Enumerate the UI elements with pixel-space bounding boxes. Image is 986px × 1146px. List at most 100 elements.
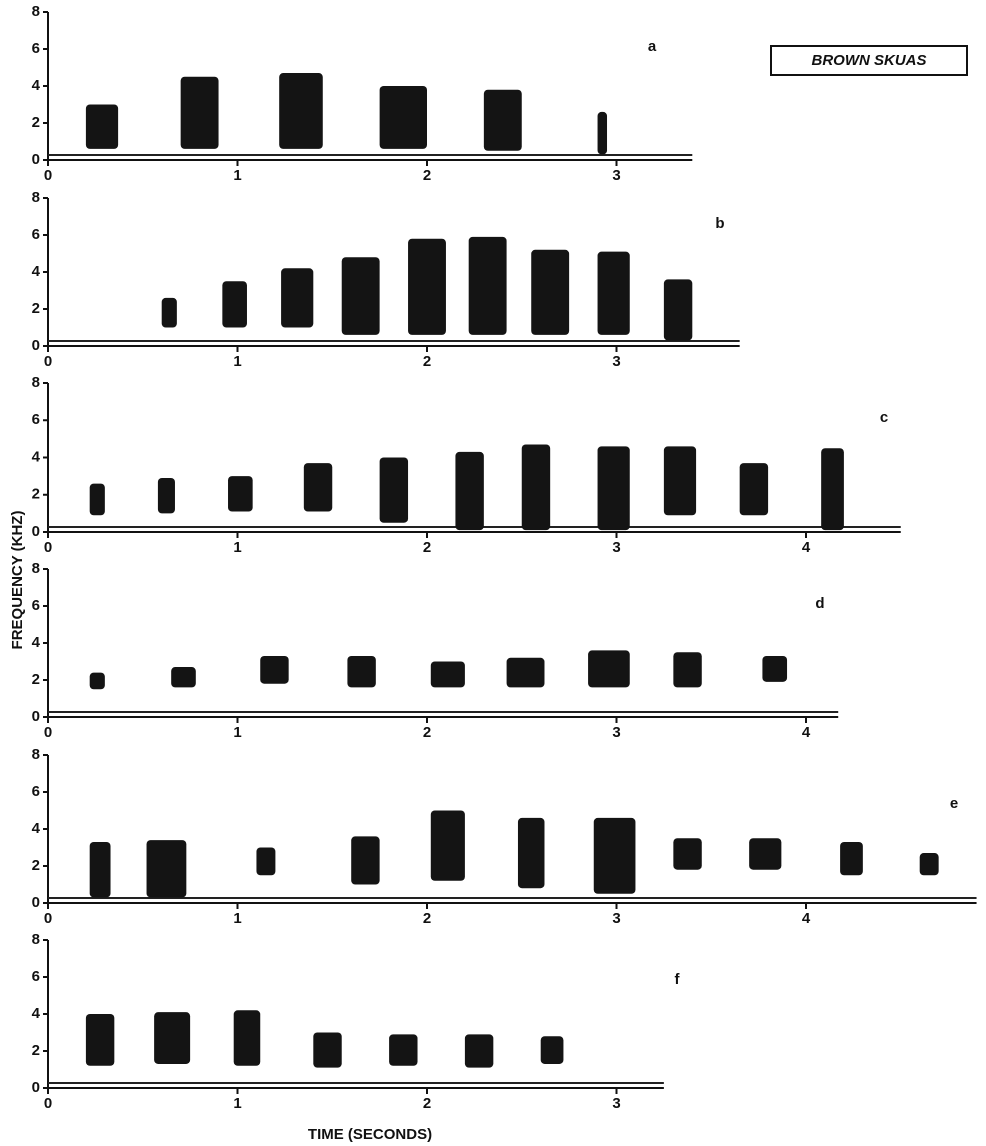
syllable — [304, 463, 332, 511]
syllable — [256, 848, 275, 876]
syllable — [507, 658, 545, 688]
syllable — [598, 252, 630, 335]
syllable — [90, 842, 111, 898]
syllable — [821, 448, 844, 530]
y-tick-label: 2 — [32, 486, 40, 503]
y-tick-label: 0 — [32, 337, 40, 354]
y-tick-label: 2 — [32, 1042, 40, 1059]
y-tick-label: 6 — [32, 40, 40, 57]
y-tick-label: 0 — [32, 523, 40, 540]
y-tick-label: 2 — [32, 114, 40, 131]
syllable — [147, 840, 187, 897]
y-tick-label: 0 — [32, 708, 40, 725]
syllable — [181, 77, 219, 149]
syllable — [531, 250, 569, 335]
syllable — [740, 463, 768, 515]
y-tick-label: 4 — [32, 263, 41, 280]
x-tick-label: 2 — [423, 910, 431, 927]
y-tick-label: 4 — [32, 634, 41, 651]
y-tick-label: 0 — [32, 1079, 40, 1096]
x-tick-label: 3 — [612, 910, 620, 927]
syllable — [279, 73, 323, 149]
x-tick-label: 2 — [423, 724, 431, 741]
x-tick-label: 0 — [44, 353, 52, 370]
syllable — [431, 662, 465, 688]
panel-label: d — [815, 595, 824, 612]
x-tick-label: 2 — [423, 539, 431, 556]
syllable — [522, 444, 550, 530]
syllable — [281, 268, 313, 327]
syllable — [588, 650, 630, 687]
x-tick-label: 2 — [423, 1095, 431, 1112]
x-tick-label: 1 — [233, 910, 241, 927]
syllable — [465, 1034, 493, 1067]
x-tick-label: 2 — [423, 353, 431, 370]
syllable — [90, 484, 105, 516]
x-tick-label: 0 — [44, 167, 52, 184]
x-tick-label: 3 — [612, 167, 620, 184]
syllable — [380, 458, 408, 523]
y-axis-title: FREQUENCY (KHZ) — [9, 511, 26, 650]
y-tick-label: 8 — [32, 374, 40, 391]
x-tick-label: 3 — [612, 539, 620, 556]
y-tick-label: 8 — [32, 3, 40, 20]
syllable — [234, 1010, 261, 1066]
legend-text: BROWN SKUAS — [812, 52, 927, 69]
syllable — [380, 86, 427, 149]
syllable — [313, 1033, 341, 1068]
syllable — [518, 818, 545, 888]
x-tick-label: 1 — [233, 1095, 241, 1112]
x-tick-label: 4 — [802, 910, 811, 927]
y-tick-label: 2 — [32, 671, 40, 688]
syllable — [154, 1012, 190, 1064]
syllable — [541, 1036, 564, 1064]
x-tick-label: 1 — [233, 539, 241, 556]
y-tick-label: 8 — [32, 931, 40, 948]
y-tick-label: 0 — [32, 894, 40, 911]
syllable — [673, 652, 701, 687]
syllable — [664, 279, 692, 340]
panel-label: c — [880, 409, 888, 426]
x-tick-label: 0 — [44, 724, 52, 741]
syllable — [158, 478, 175, 513]
x-tick-label: 3 — [612, 724, 620, 741]
y-tick-label: 4 — [32, 77, 41, 94]
syllable — [664, 446, 696, 515]
syllable — [222, 281, 247, 327]
panel-label: a — [648, 38, 657, 55]
x-tick-label: 2 — [423, 167, 431, 184]
x-tick-label: 1 — [233, 167, 241, 184]
panel-label: b — [715, 215, 724, 232]
syllable — [594, 818, 636, 894]
syllable — [228, 476, 253, 511]
y-tick-label: 8 — [32, 560, 40, 577]
syllable — [408, 239, 446, 335]
syllable — [351, 836, 379, 884]
syllable — [484, 90, 522, 151]
syllable — [162, 298, 177, 328]
y-tick-label: 4 — [32, 820, 41, 837]
syllable — [840, 842, 863, 875]
y-tick-label: 2 — [32, 300, 40, 317]
figure: BROWN SKUAS TIME (SECONDS) FREQUENCY (KH… — [0, 0, 986, 1146]
y-tick-label: 4 — [32, 448, 41, 465]
syllable — [431, 811, 465, 881]
panel-label: e — [950, 795, 958, 812]
syllable — [455, 452, 483, 530]
y-tick-label: 6 — [32, 783, 40, 800]
syllable — [342, 257, 380, 335]
syllable — [389, 1034, 417, 1065]
x-tick-label: 0 — [44, 539, 52, 556]
syllable — [762, 656, 787, 682]
syllable — [90, 673, 105, 690]
x-tick-label: 1 — [233, 353, 241, 370]
x-tick-label: 1 — [233, 724, 241, 741]
x-tick-label: 0 — [44, 1095, 52, 1112]
x-tick-label: 4 — [802, 724, 811, 741]
syllable — [86, 105, 118, 149]
y-tick-label: 8 — [32, 746, 40, 763]
y-tick-label: 4 — [32, 1005, 41, 1022]
y-tick-label: 2 — [32, 857, 40, 874]
y-tick-label: 8 — [32, 189, 40, 206]
panel-label: f — [675, 971, 681, 988]
